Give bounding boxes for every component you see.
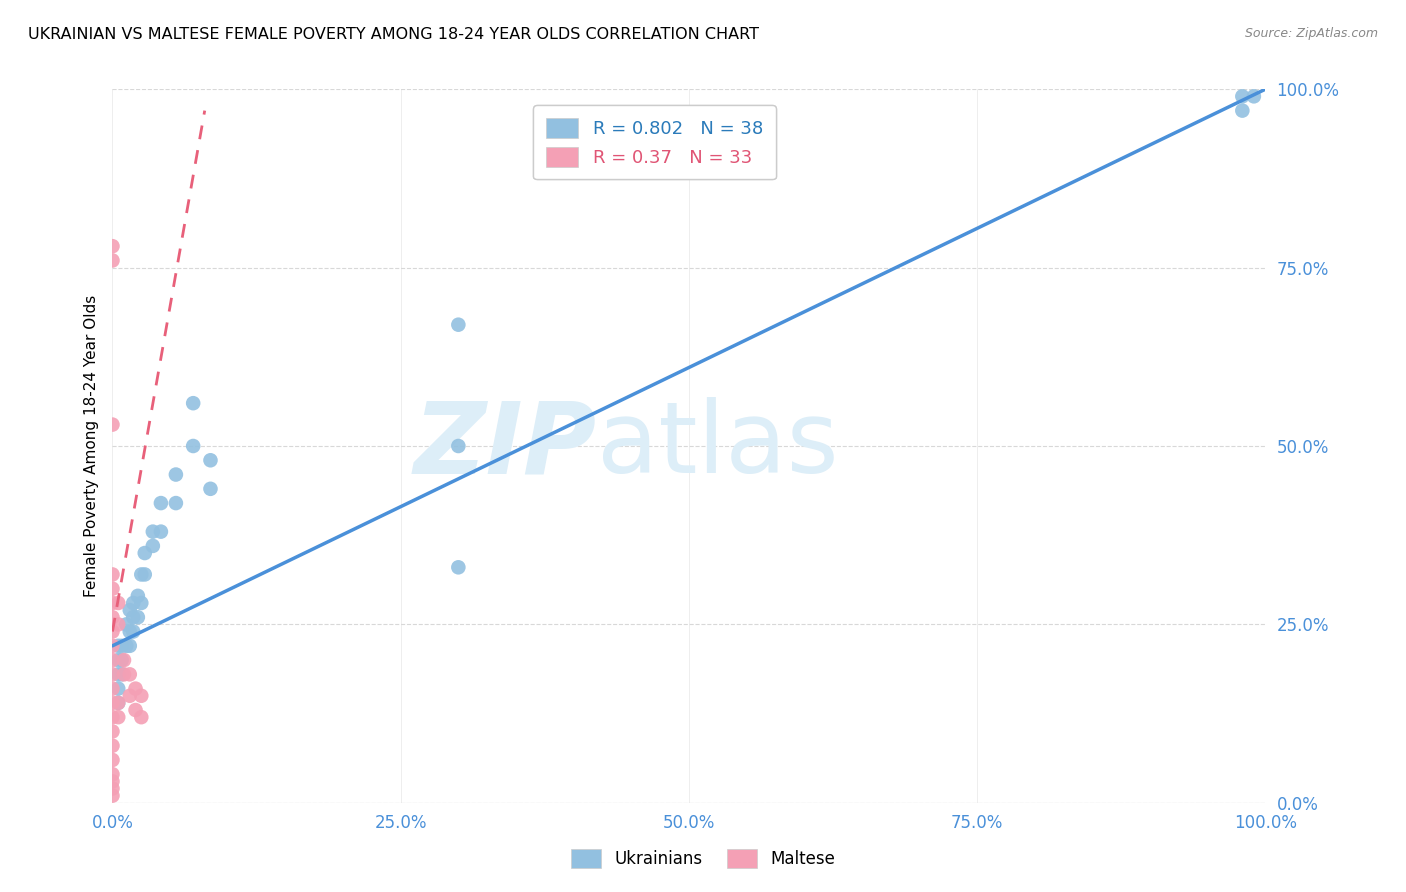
Point	[124, 703, 146, 717]
Point	[101, 710, 124, 724]
Point	[134, 567, 156, 582]
Point	[101, 681, 124, 696]
Point	[118, 624, 141, 639]
Point	[118, 667, 141, 681]
Point	[101, 417, 124, 432]
Point	[181, 439, 204, 453]
Point	[134, 546, 156, 560]
Point	[165, 496, 187, 510]
Point	[1232, 103, 1254, 118]
Point	[107, 617, 129, 632]
Point	[129, 567, 153, 582]
Point	[447, 439, 470, 453]
Point	[101, 781, 124, 796]
Point	[122, 624, 145, 639]
Point	[149, 524, 172, 539]
Point	[107, 667, 129, 681]
Point	[129, 689, 153, 703]
Point	[447, 318, 470, 332]
Point	[107, 639, 129, 653]
Point	[107, 696, 129, 710]
Point	[165, 467, 187, 482]
Point	[149, 496, 172, 510]
Point	[122, 610, 145, 624]
Point	[107, 710, 129, 724]
Point	[107, 696, 129, 710]
Point	[200, 482, 222, 496]
Point	[101, 567, 124, 582]
Text: Source: ZipAtlas.com: Source: ZipAtlas.com	[1244, 27, 1378, 40]
Text: atlas: atlas	[596, 398, 838, 494]
Point	[118, 639, 141, 653]
Point	[111, 667, 134, 681]
Point	[101, 739, 124, 753]
Point	[101, 639, 124, 653]
Point	[101, 767, 124, 781]
Text: UKRAINIAN VS MALTESE FEMALE POVERTY AMONG 18-24 YEAR OLDS CORRELATION CHART: UKRAINIAN VS MALTESE FEMALE POVERTY AMON…	[28, 27, 759, 42]
Point	[101, 596, 124, 610]
Point	[101, 239, 124, 253]
Point	[129, 710, 153, 724]
Point	[181, 396, 204, 410]
Point	[107, 681, 129, 696]
Point	[107, 653, 129, 667]
Point	[1232, 89, 1254, 103]
Point	[142, 524, 165, 539]
Point	[118, 689, 141, 703]
Text: ZIP: ZIP	[413, 398, 596, 494]
Point	[142, 539, 165, 553]
Point	[101, 582, 124, 596]
Point	[101, 624, 124, 639]
Point	[101, 667, 124, 681]
Point	[107, 596, 129, 610]
Point	[101, 696, 124, 710]
Point	[200, 453, 222, 467]
Point	[111, 653, 134, 667]
Point	[122, 596, 145, 610]
Point	[124, 681, 146, 696]
Point	[101, 653, 124, 667]
Point	[101, 753, 124, 767]
Point	[115, 639, 138, 653]
Point	[112, 667, 135, 681]
Legend: R = 0.802   N = 38, R = 0.37   N = 33: R = 0.802 N = 38, R = 0.37 N = 33	[533, 105, 776, 179]
Point	[1243, 89, 1265, 103]
Point	[101, 789, 124, 803]
Legend: Ukrainians, Maltese: Ukrainians, Maltese	[564, 843, 842, 875]
Point	[118, 603, 141, 617]
Point	[447, 560, 470, 574]
Point	[101, 724, 124, 739]
Point	[115, 617, 138, 632]
Point	[127, 589, 149, 603]
Point	[111, 639, 134, 653]
Point	[101, 610, 124, 624]
Point	[127, 610, 149, 624]
Y-axis label: Female Poverty Among 18-24 Year Olds: Female Poverty Among 18-24 Year Olds	[83, 295, 98, 597]
Point	[129, 596, 153, 610]
Point	[101, 253, 124, 268]
Point	[112, 653, 135, 667]
Point	[101, 774, 124, 789]
